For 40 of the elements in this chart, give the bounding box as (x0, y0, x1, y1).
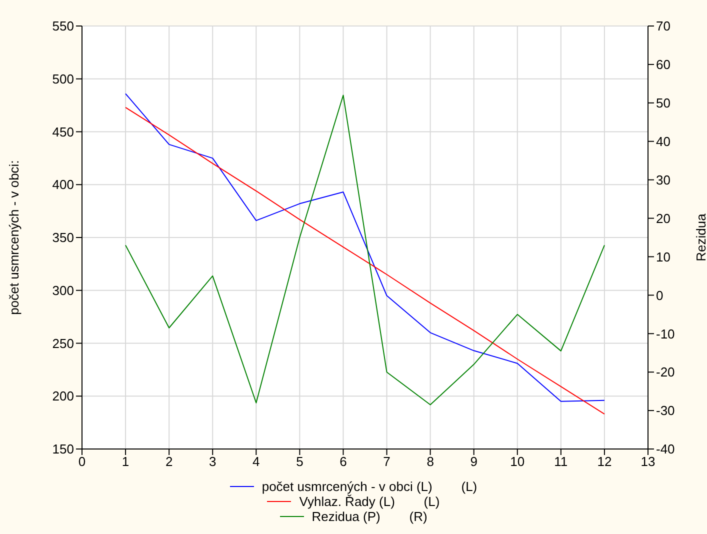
y2-tick-label: 0 (656, 288, 664, 303)
x-tick-label: 4 (252, 454, 260, 470)
y2-tick-label: -10 (656, 326, 675, 342)
y2-tick-label: 70 (656, 18, 670, 34)
y2-tick-label: -40 (656, 442, 675, 457)
x-tick-label: 5 (296, 454, 304, 470)
x-tick-label: 1 (122, 454, 130, 470)
y2-tick-label: 20 (656, 210, 670, 226)
x-tick-label: 3 (209, 454, 216, 470)
y-tick-label: 300 (52, 282, 74, 298)
legend-label: Vyhlaz. Řady (L) (L) (299, 494, 440, 509)
y2-tick-label: -20 (656, 364, 675, 380)
x-tick-label: 7 (383, 454, 390, 470)
x-tick-label: 10 (510, 454, 525, 470)
y-tick-label: 200 (52, 388, 74, 404)
y2-tick-label: 40 (656, 134, 670, 149)
x-tick-label: 0 (78, 454, 86, 470)
y-axis-title: počet usmrcených - v obci: (6, 160, 22, 315)
y2-tick-label: 60 (656, 57, 670, 72)
y-tick-label: 400 (52, 177, 74, 192)
y-tick-label: 250 (52, 336, 74, 351)
y2-tick-label: 50 (656, 96, 670, 111)
x-tick-label: 6 (340, 454, 347, 470)
x-tick-label: 12 (597, 454, 612, 470)
y-tick-label: 150 (52, 442, 74, 457)
x-tick-label: 11 (554, 454, 568, 470)
y2-tick-label: -30 (656, 403, 675, 418)
x-tick-label: 8 (426, 454, 434, 470)
y-tick-label: 450 (52, 124, 74, 140)
y-tick-label: 350 (52, 230, 74, 246)
legend-label: počet usmrcených - v obci (L) (L) (262, 479, 478, 494)
legend-label: Rezidua (P) (R) (312, 509, 428, 524)
y-tick-label: 550 (52, 18, 74, 34)
y-tick-label: 500 (52, 71, 74, 86)
y2-tick-label: 10 (656, 249, 670, 264)
x-tick-label: 9 (470, 454, 478, 470)
y2-axis-title: Rezidua (694, 212, 707, 262)
x-tick-label: 13 (640, 454, 656, 470)
y2-tick-label: 30 (656, 172, 670, 188)
x-tick-label: 2 (165, 454, 173, 470)
